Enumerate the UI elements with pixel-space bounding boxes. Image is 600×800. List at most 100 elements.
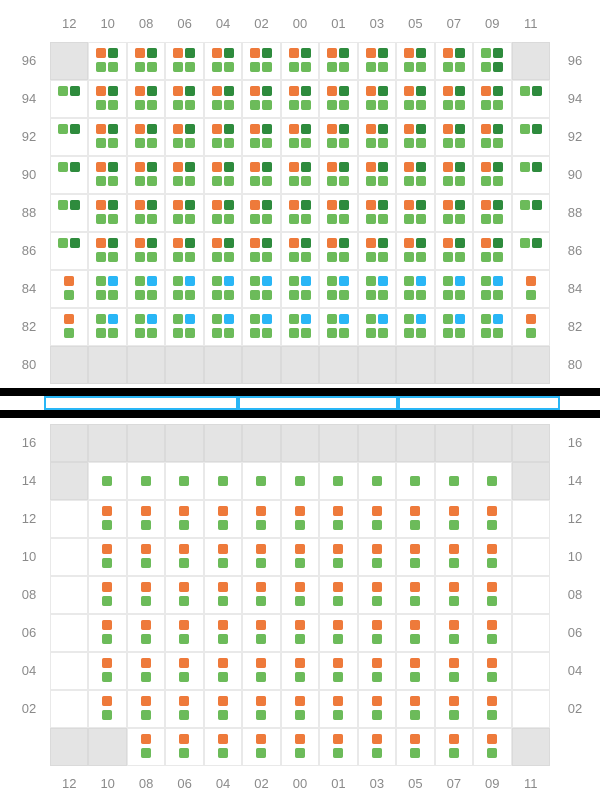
grid-cell [396,80,434,118]
status-square [96,62,106,72]
status-square [333,476,343,486]
grid-cell [50,156,88,194]
status-square [378,214,388,224]
row-label-left: 90 [14,167,44,183]
grid-cell [127,42,165,80]
row-label-right: 08 [560,587,590,603]
status-square [301,48,311,58]
status-square [372,520,382,530]
grid-cell [512,42,550,80]
divider-segment [238,396,398,410]
status-square [378,200,388,210]
status-square [262,238,272,248]
status-square [70,86,80,96]
grid-cell [50,424,88,462]
grid-cell [281,42,319,80]
status-square [449,734,459,744]
status-square [135,124,145,134]
status-square [102,596,112,606]
status-square [410,696,420,706]
grid-cell [319,308,357,346]
status-square [173,252,183,262]
status-square [185,276,195,286]
status-square [416,162,426,172]
status-square [224,238,234,248]
status-square [301,238,311,248]
status-square [404,100,414,110]
status-square [141,596,151,606]
status-square [455,124,465,134]
status-square [135,162,145,172]
status-square [378,124,388,134]
status-square [256,748,266,758]
status-square [449,544,459,554]
status-square [333,696,343,706]
grid-cell [396,118,434,156]
status-square [366,162,376,172]
grid-cell [50,500,88,538]
status-square [262,290,272,300]
grid-cell [281,270,319,308]
status-square [250,314,260,324]
status-square [404,62,414,72]
status-square [102,582,112,592]
status-square [493,238,503,248]
status-square [70,200,80,210]
row-label-right: 16 [560,435,590,451]
status-square [481,48,491,58]
status-square [327,214,337,224]
status-square [366,252,376,262]
status-square [333,710,343,720]
status-square [410,620,420,630]
status-square [327,252,337,262]
status-square [108,124,118,134]
status-square [372,596,382,606]
status-square [96,176,106,186]
row-label-left: 80 [14,357,44,373]
status-square [295,672,305,682]
status-square [262,314,272,324]
grid-cell [396,156,434,194]
status-square [173,276,183,286]
status-square [224,290,234,300]
status-square [339,214,349,224]
status-square [212,124,222,134]
status-square [108,100,118,110]
status-square [58,238,68,248]
status-square [250,200,260,210]
status-square [173,238,183,248]
status-square [487,544,497,554]
status-square [185,138,195,148]
status-square [212,200,222,210]
status-square [179,696,189,706]
grid-cell [473,80,511,118]
status-square [289,176,299,186]
status-square [96,314,106,324]
grid-cell [204,308,242,346]
status-square [327,290,337,300]
status-square [333,582,343,592]
status-square [443,252,453,262]
grid-cell [281,80,319,118]
status-square [212,86,222,96]
status-square [256,658,266,668]
status-square [147,252,157,262]
row-label-left: 04 [14,663,44,679]
status-square [179,582,189,592]
status-square [455,86,465,96]
grid-cell [512,576,550,614]
status-square [224,138,234,148]
status-square [327,276,337,286]
status-square [96,100,106,110]
status-square [455,238,465,248]
row-label-right: 12 [560,511,590,527]
status-square [301,276,311,286]
status-square [378,48,388,58]
status-square [262,214,272,224]
status-square [173,86,183,96]
status-square [147,276,157,286]
status-square [108,200,118,210]
row-label-right: 94 [560,91,590,107]
row-label-right: 90 [560,167,590,183]
row-label-left: 84 [14,281,44,297]
